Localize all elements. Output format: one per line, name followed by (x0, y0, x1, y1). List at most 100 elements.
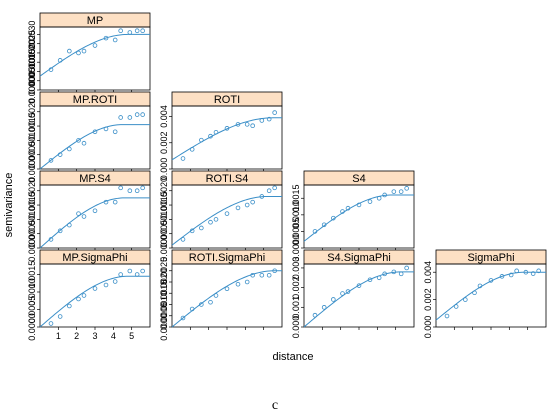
point-roti-sigmaphi-4 (213, 293, 219, 298)
point-mp-s4-10 (134, 188, 140, 194)
point-mp-roti-8 (118, 115, 123, 120)
point-mp-sigmaphi-9 (127, 268, 133, 274)
point-s4-sigmaphi-9 (391, 269, 397, 275)
point-roti-2 (199, 137, 204, 143)
y-tick-label-roti-s4-2: 0.0010 (159, 206, 169, 234)
point-sigmaphi-1 (453, 304, 459, 309)
point-roti-s4-10 (266, 188, 272, 194)
y-tick-label-mp-3: 0.0015 (27, 48, 37, 76)
point-mp-s4-5 (92, 208, 98, 214)
point-mp-roti-11 (140, 112, 145, 117)
y-tick-label-mp-0: 0.0000 (27, 76, 37, 104)
fit-line-roti (171, 117, 282, 161)
point-mp-s4-6 (103, 199, 109, 205)
fit-line-s4-sigmaphi (303, 271, 414, 328)
point-sigmaphi-7 (508, 272, 514, 278)
point-mp-2 (67, 48, 72, 54)
point-roti-s4-3 (208, 219, 213, 225)
panel-title-roti-s4: ROTI.S4 (206, 173, 249, 185)
panel-frame-sigmaphi (435, 263, 547, 328)
panel-roti-sigmaphi: ROTI.SigmaPhi 0.00000.00050.00100.00150.0… (159, 249, 283, 341)
panel-title-mp-sigmaphi: MP.SigmaPhi (62, 252, 127, 264)
y-tick-label-mp-s4-1: 0.0005 (27, 220, 37, 248)
panel-title-s4: S4 (352, 173, 365, 185)
point-sigmaphi-2 (463, 297, 468, 302)
panel-frame-mp-roti (39, 105, 151, 170)
point-roti-10 (266, 116, 272, 122)
y-tick-label-sigmaphi-2: 0.004 (423, 261, 433, 284)
point-mp-5 (92, 43, 98, 48)
y-tick-label-s4-sigmaphi-3: 0.003 (291, 257, 301, 280)
y-tick-label-mp-1: 0.0005 (27, 67, 37, 95)
fit-line-mp (39, 33, 150, 77)
point-mp-11 (140, 28, 145, 34)
y-tick-label-mp-s4-2: 0.0010 (27, 206, 37, 234)
y-tick-label-s4-sigmaphi-2: 0.002 (291, 276, 301, 299)
point-roti-sigmaphi-8 (250, 272, 255, 278)
y-tick-label-roti-sigmaphi-4: 0.0020 (159, 268, 169, 296)
y-tick-label-roti-s4-1: 0.0005 (159, 220, 169, 248)
point-mp-s4-2 (67, 222, 72, 228)
point-mp-sigmaphi-3 (76, 296, 81, 302)
y-tick-label-roti-s4-0: 0.0000 (159, 234, 169, 262)
point-roti-s4-8 (250, 199, 255, 205)
x-tick-label-0: 1 (56, 331, 61, 341)
point-roti-s4-6 (235, 205, 241, 211)
y-tick-label-mp-roti-1: 0.0005 (27, 141, 37, 169)
y-tick-label-mp-roti-4: 0.0020 (27, 98, 37, 126)
point-mp-roti-10 (134, 112, 140, 117)
point-mp-s4-7 (112, 199, 118, 205)
point-mp-sigmaphi-7 (112, 279, 118, 284)
point-mp-roti-4 (81, 140, 87, 146)
panel-frame-mp-s4 (39, 184, 151, 249)
point-roti-4 (213, 129, 219, 135)
point-roti-1 (189, 147, 195, 152)
point-mp-sigmaphi-10 (134, 272, 140, 277)
point-mp-sigmaphi-4 (81, 293, 87, 298)
x-tick-label-2: 3 (92, 331, 97, 341)
fit-line-mp-roti (39, 124, 150, 170)
fit-line-roti-sigmaphi (171, 270, 282, 328)
figure-caption: c (271, 398, 279, 413)
y-tick-label-roti-1: 0.002 (159, 131, 169, 154)
y-tick-label-s4-3: 0.0015 (291, 184, 301, 212)
y-tick-label-roti-sigmaphi-3: 0.0015 (159, 279, 169, 307)
point-roti-s4-11 (272, 185, 277, 191)
point-mp-sigmaphi-2 (67, 303, 72, 309)
point-mp-0 (48, 67, 54, 72)
point-mp-sigmaphi-6 (103, 282, 109, 288)
y-tick-label-mp-roti-2: 0.0010 (27, 127, 37, 155)
fit-line-mp-s4 (39, 197, 150, 249)
y-tick-label-mp-4: 0.0020 (27, 39, 37, 67)
point-roti-3 (208, 133, 213, 139)
panel-title-mp-s4: MP.S4 (79, 173, 111, 185)
point-mp-10 (134, 28, 140, 34)
point-roti-0 (180, 156, 186, 161)
point-s4-sigmaphi-5 (356, 283, 362, 288)
point-s4-9 (391, 189, 397, 194)
panel-title-mp: MP (87, 15, 104, 27)
point-mp-roti-7 (112, 129, 118, 135)
point-mp-s4-9 (127, 188, 133, 194)
y-axis-title: semivariance (3, 173, 15, 238)
point-roti-sigmaphi-5 (224, 286, 230, 292)
point-mp-s4-3 (76, 211, 81, 216)
point-roti-s4-4 (213, 217, 219, 222)
y-tick-label-mp-roti-3: 0.0015 (27, 112, 37, 140)
point-roti-6 (235, 122, 241, 127)
point-mp-4 (81, 48, 87, 54)
point-s4-1 (321, 222, 327, 228)
point-sigmaphi-9 (523, 269, 529, 275)
y-tick-label-s4-sigmaphi-1: 0.001 (291, 296, 301, 319)
y-tick-label-s4-1: 0.0005 (291, 218, 301, 246)
y-tick-label-roti-2: 0.004 (159, 105, 169, 128)
y-tick-label-roti-0: 0.000 (159, 158, 169, 181)
point-roti-s4-9 (259, 194, 265, 199)
panel-roti: ROTI 0.000 0.002 0.004 (159, 91, 283, 181)
y-tick-label-sigmaphi-0: 0.000 (423, 316, 433, 339)
panel-title-s4-sigmaphi: S4.SigmaPhi (327, 252, 391, 264)
y-tick-label-mp-2: 0.0010 (27, 58, 37, 86)
